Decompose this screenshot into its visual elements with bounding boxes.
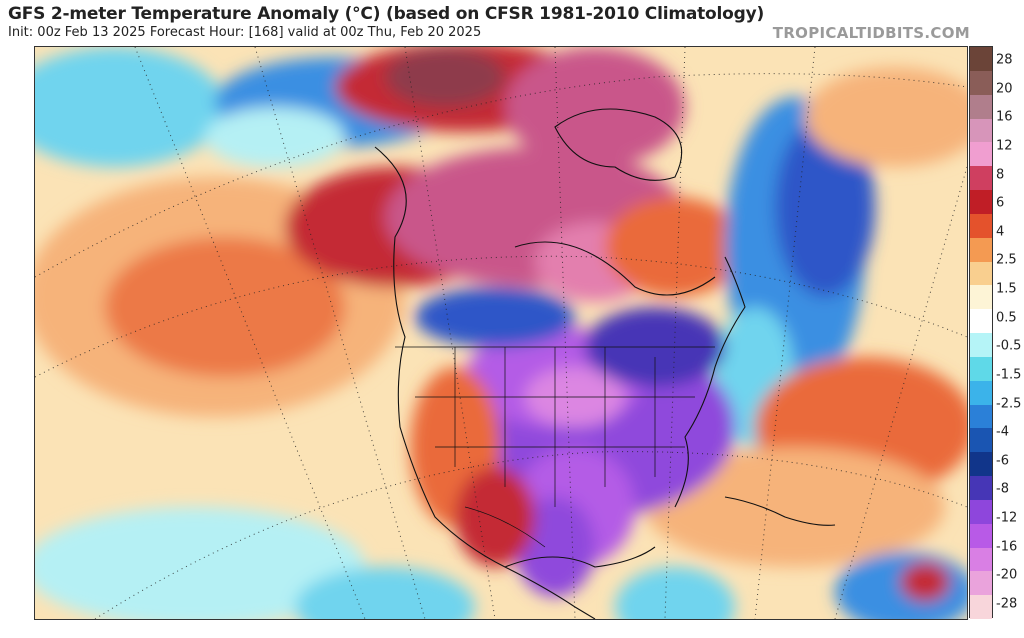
- colorbar-tick-label: -2.5: [996, 396, 1022, 412]
- colorbar-segment: [970, 237, 992, 262]
- colorbar-tick-label: -20: [996, 567, 1018, 583]
- colorbar-tick-label: 8: [996, 167, 1005, 183]
- colorbar-segment: [970, 166, 992, 191]
- anomaly-field: [35, 47, 967, 619]
- colorbar-segment: [970, 499, 992, 525]
- chart-title: GFS 2-meter Temperature Anomaly (°C) (ba…: [8, 4, 765, 24]
- colorbar-segment: [970, 356, 992, 382]
- colorbar-segment: [970, 70, 992, 96]
- colorbar-tick-label: 16: [996, 109, 1013, 125]
- colorbar-segment: [970, 118, 992, 143]
- anomaly-map: [34, 46, 968, 620]
- colorbar-segment: [970, 190, 992, 215]
- colorbar-segment: [970, 213, 992, 239]
- colorbar-tick-label: 1.5: [996, 281, 1017, 297]
- colorbar-segment: [970, 309, 992, 334]
- colorbar-tick-label: -1.5: [996, 367, 1022, 383]
- colorbar-tick-label: 12: [996, 138, 1013, 154]
- colorbar-tick-label: -6: [996, 453, 1009, 469]
- colorbar-segment: [970, 333, 992, 358]
- country-state-borders: [395, 346, 715, 548]
- colorbar-segment: [970, 380, 992, 405]
- colorbar-segment: [970, 404, 992, 429]
- colorbar-tick-label: 0.5: [996, 310, 1017, 326]
- colorbar-tick-label: 2.5: [996, 252, 1017, 268]
- colorbar-segment: [970, 476, 992, 501]
- colorbar-tick-label: -4: [996, 424, 1009, 440]
- colorbar-segment: [970, 94, 992, 119]
- coastlines: [374, 108, 836, 619]
- colorbar-tick-label: 20: [996, 81, 1013, 97]
- colorbar-tick-label: 28: [996, 52, 1013, 68]
- colorbar-tick-label: -16: [996, 539, 1018, 555]
- init-forecast-info: Init: 00z Feb 13 2025 Forecast Hour: [16…: [8, 25, 482, 40]
- colorbar-tick-label: -12: [996, 510, 1018, 526]
- colorbar-tick-label: -28: [996, 596, 1018, 612]
- map-canvas: [35, 47, 967, 619]
- colorbar-segment: [970, 452, 992, 477]
- colorbar-segment: [970, 47, 992, 72]
- colorbar-tick-label: -0.5: [996, 338, 1022, 354]
- colorbar-segment: [970, 261, 992, 286]
- colorbar-segment: [970, 523, 992, 548]
- colorbar-tick-label: -8: [996, 481, 1009, 497]
- colorbar-segment: [970, 595, 992, 620]
- colorbar-segment: [970, 428, 992, 453]
- graticule-lines: [35, 47, 967, 619]
- colorbar: [969, 46, 993, 620]
- colorbar-segment: [970, 285, 992, 310]
- colorbar-segment: [970, 547, 992, 572]
- site-watermark: TROPICALTIDBITS.COM: [772, 24, 970, 42]
- colorbar-tick-label: 6: [996, 195, 1005, 211]
- colorbar-labels: 28 20 16 12 8 6 4 2.5 1.5 0.5 -0.5 -1.5 -2.5 -4 -6 -8 -1…: [996, 46, 1024, 618]
- colorbar-segment: [970, 571, 992, 596]
- colorbar-tick-label: 4: [996, 224, 1005, 240]
- colorbar-segment: [970, 142, 992, 167]
